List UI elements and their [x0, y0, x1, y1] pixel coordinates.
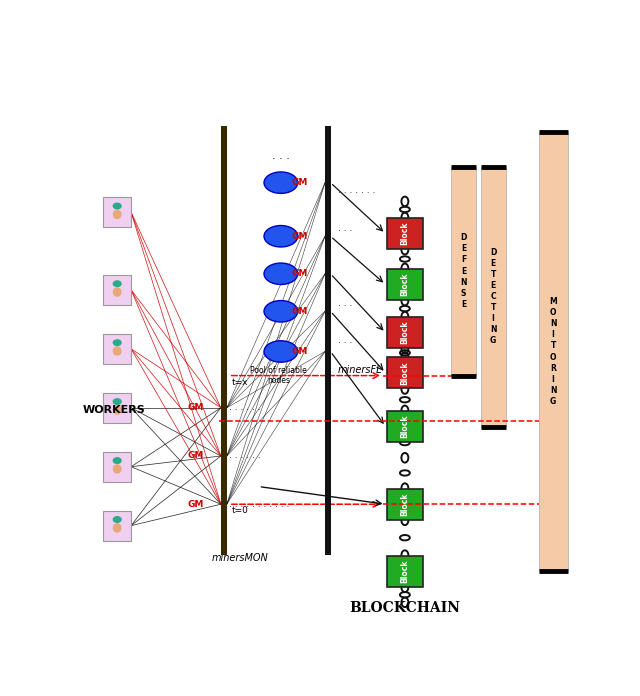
Ellipse shape [264, 301, 298, 322]
FancyBboxPatch shape [103, 393, 131, 422]
FancyBboxPatch shape [451, 166, 476, 376]
Text: GM: GM [292, 269, 308, 278]
Ellipse shape [113, 340, 121, 345]
Circle shape [113, 347, 121, 355]
Text: . . .: . . . [338, 336, 352, 345]
Text: minersMON: minersMON [211, 553, 268, 563]
Text: Block: Block [401, 415, 410, 438]
Text: . . . . . . . . . . .: . . . . . . . . . . . [229, 500, 289, 509]
Text: . . .: . . . [338, 299, 352, 308]
FancyBboxPatch shape [481, 166, 506, 427]
Text: Block: Block [401, 493, 410, 516]
Circle shape [113, 288, 121, 296]
FancyBboxPatch shape [387, 411, 423, 442]
FancyBboxPatch shape [387, 357, 423, 388]
FancyBboxPatch shape [103, 275, 131, 305]
Text: BLOCKCHAIN: BLOCKCHAIN [349, 601, 460, 615]
FancyBboxPatch shape [221, 127, 227, 555]
FancyBboxPatch shape [387, 555, 423, 587]
FancyBboxPatch shape [103, 511, 131, 541]
Ellipse shape [113, 399, 121, 404]
Text: M
O
N
I
T
O
R
I
N
G: M O N I T O R I N G [549, 297, 557, 406]
Text: GM: GM [292, 307, 308, 316]
Text: t=0: t=0 [231, 506, 248, 515]
FancyBboxPatch shape [387, 269, 423, 300]
Circle shape [113, 524, 121, 532]
Text: . . . . . .: . . . . . . [229, 403, 260, 412]
Text: minersFL: minersFL [338, 365, 383, 375]
Ellipse shape [113, 203, 121, 209]
Circle shape [113, 210, 121, 219]
FancyBboxPatch shape [103, 197, 131, 227]
Ellipse shape [264, 226, 298, 247]
Text: . . . . . .: . . . . . . [229, 452, 260, 461]
Text: Block: Block [401, 560, 410, 583]
Text: . . .: . . . [338, 223, 352, 232]
Text: . . . . . . .: . . . . . . . [338, 187, 375, 195]
Text: GM: GM [292, 178, 308, 187]
Text: GM: GM [188, 500, 204, 509]
Text: Block: Block [401, 361, 410, 385]
Text: WORKERS: WORKERS [83, 406, 145, 416]
Circle shape [113, 406, 121, 414]
Text: t=x: t=x [231, 377, 248, 386]
Circle shape [113, 465, 121, 473]
FancyBboxPatch shape [387, 218, 423, 249]
FancyBboxPatch shape [387, 317, 423, 348]
Ellipse shape [113, 516, 121, 522]
Text: D
E
T
E
C
T
I
N
G: D E T E C T I N G [490, 248, 497, 345]
Text: GM: GM [188, 452, 204, 461]
FancyBboxPatch shape [539, 132, 568, 571]
Text: Block: Block [401, 321, 410, 345]
FancyBboxPatch shape [387, 489, 423, 520]
Ellipse shape [264, 172, 298, 193]
Ellipse shape [264, 263, 298, 285]
Ellipse shape [113, 281, 121, 287]
Ellipse shape [113, 458, 121, 464]
Text: GM: GM [292, 347, 308, 356]
Text: Block: Block [401, 273, 410, 296]
FancyBboxPatch shape [103, 452, 131, 482]
Text: Pool of reliable
nodes: Pool of reliable nodes [250, 366, 307, 386]
FancyBboxPatch shape [325, 127, 331, 555]
Text: Block: Block [401, 222, 410, 245]
Ellipse shape [264, 341, 298, 362]
Text: . . .: . . . [272, 151, 290, 161]
Text: GM: GM [188, 403, 204, 412]
Text: GM: GM [292, 232, 308, 241]
FancyBboxPatch shape [103, 334, 131, 364]
Text: D
E
F
E
N
S
E: D E F E N S E [460, 233, 467, 309]
